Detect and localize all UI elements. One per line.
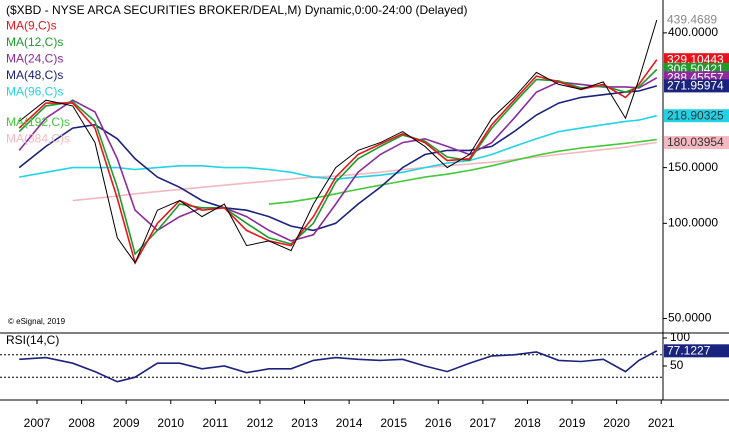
value-tag-label: 77.1227 bbox=[667, 343, 711, 357]
legend-entry: MA(96,C)s bbox=[6, 85, 63, 99]
value-tag-label: 329.10443 bbox=[667, 52, 724, 66]
x-tick-label: 2009 bbox=[113, 416, 140, 430]
value-tag bbox=[664, 109, 729, 123]
x-tick-label: 2017 bbox=[470, 416, 497, 430]
series-line bbox=[18, 85, 658, 232]
value-tag bbox=[664, 53, 729, 67]
plot bbox=[0, 19, 663, 383]
series-line bbox=[18, 59, 658, 265]
value-tag bbox=[664, 136, 729, 150]
series-line bbox=[18, 19, 658, 264]
value-tag-label: 218.90325 bbox=[667, 108, 724, 122]
x-tick-label: 2012 bbox=[247, 416, 274, 430]
x-tick-label: 2010 bbox=[157, 416, 184, 430]
x-tick-label: 2018 bbox=[514, 416, 541, 430]
x-tick-label: 2021 bbox=[648, 416, 675, 430]
y-tick-label: 100.0000 bbox=[668, 215, 718, 229]
y-tick-label: 150.0000 bbox=[668, 160, 718, 174]
value-tag bbox=[664, 79, 729, 93]
x-tick-label: 2007 bbox=[24, 416, 51, 430]
chart-title: ($XBD - NYSE ARCA SECURITIES BROKER/DEAL… bbox=[6, 3, 467, 17]
y-tick-label: 100 bbox=[670, 330, 690, 344]
series-line bbox=[18, 68, 658, 256]
x-tick-label: 2019 bbox=[559, 416, 586, 430]
x-tick-label: 2020 bbox=[603, 416, 630, 430]
rsi-title: RSI(14,C) bbox=[6, 333, 59, 347]
series-line bbox=[19, 350, 658, 383]
value-tag-label: 180.03954 bbox=[667, 135, 724, 149]
legend-entry: MA(384,C)s bbox=[6, 132, 70, 146]
series-line bbox=[72, 141, 657, 202]
series-line bbox=[19, 114, 657, 180]
x-tick-label: 2013 bbox=[291, 416, 318, 430]
legend-entry: MA(12,C)s bbox=[6, 35, 63, 49]
x-tick-label: 2014 bbox=[336, 416, 363, 430]
copyright: © eSignal, 2019 bbox=[8, 317, 66, 326]
legend-entry: MA(192,C)s bbox=[6, 115, 70, 129]
y-tick-label: 50.0000 bbox=[668, 311, 712, 325]
x-tick-label: 2008 bbox=[68, 416, 95, 430]
legend-entry: MA(48,C)s bbox=[6, 68, 63, 82]
x-tick-label: 2015 bbox=[380, 416, 407, 430]
legend-entry: MA(9,C)s bbox=[6, 19, 57, 33]
y-tick-label: 50 bbox=[670, 358, 684, 372]
x-tick-label: 2016 bbox=[425, 416, 452, 430]
legend-entry: MA(24,C)s bbox=[6, 52, 63, 66]
value-tag-label: 439.4689 bbox=[667, 13, 717, 27]
value-tag-label: 271.95974 bbox=[667, 79, 724, 93]
value-tag bbox=[664, 13, 729, 27]
x-tick-label: 2011 bbox=[202, 416, 228, 430]
value-tag bbox=[664, 344, 729, 358]
series-line bbox=[268, 138, 657, 205]
y-tick-label: 400.0000 bbox=[668, 25, 718, 39]
